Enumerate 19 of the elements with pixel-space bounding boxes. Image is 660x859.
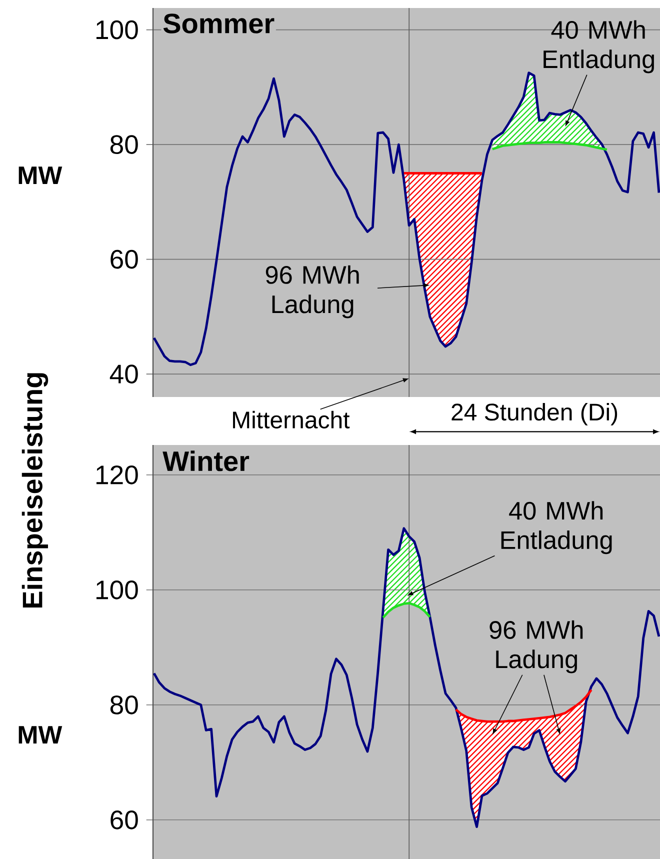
text: Einspeiseleistung — [22, 373, 48, 608]
y-tick-label: 60 — [110, 810, 138, 830]
y-tick-label: 100 — [96, 20, 138, 40]
annotation: 96 MWh Ladung — [490, 620, 583, 674]
text: Mitternacht — [233, 410, 350, 428]
y-tick-label: 100 — [96, 580, 138, 600]
text: 24 Stunden (Di) — [452, 402, 618, 426]
y-tick-label: 40 — [110, 364, 138, 384]
y-tick-label: 120 — [96, 465, 138, 484]
y-tick-label: 80 — [110, 695, 138, 714]
y-tick-label: 60 — [110, 250, 138, 269]
y-axis-title: MW — [18, 726, 62, 744]
y-tick-label: 80 — [110, 135, 138, 154]
y-axis-title: MW — [18, 166, 62, 184]
annotation: 96 MWh Ladung — [266, 265, 359, 318]
annotation: 40 MWh Entladung — [501, 501, 612, 554]
chart-title: Winter — [162, 450, 250, 472]
annotation: 40 MWh Entladung — [544, 20, 654, 74]
chart-title: Sommer — [163, 14, 274, 34]
